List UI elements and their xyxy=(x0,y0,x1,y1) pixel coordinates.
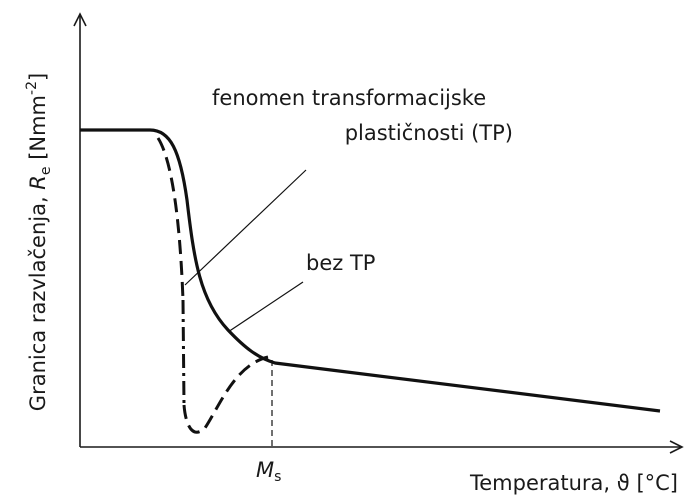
x-arrow xyxy=(669,440,684,454)
y-label-subscript: e xyxy=(38,166,54,175)
y-label-unit: [Nmm xyxy=(26,95,50,167)
y-label-symbol: R xyxy=(26,175,50,190)
y-arrow xyxy=(73,12,87,27)
ms-label: Ms xyxy=(256,458,281,485)
curve-no-tp-dip xyxy=(182,355,269,434)
x-axis-label: Temperatura, ϑ [°C] xyxy=(469,471,678,495)
y-label-close: ] xyxy=(26,73,50,81)
leader-tp xyxy=(184,169,307,286)
y-label-superscript: -2 xyxy=(24,81,40,95)
tp-label-1: fenomen transformacijske xyxy=(212,86,486,110)
tp-label-2: plastičnosti (TP) xyxy=(345,121,513,145)
y-label-text: Granica razvlačenja, xyxy=(26,190,50,412)
no-tp-label: bez TP xyxy=(306,251,375,275)
curve-no-tp-dashdot xyxy=(181,299,186,406)
leader-no-tp xyxy=(227,281,304,333)
ms-subscript: s xyxy=(274,469,281,485)
ms-symbol: M xyxy=(256,458,274,482)
curve-no-tp-dashed xyxy=(156,137,185,301)
y-axis-label: Granica razvlačenja, Re [Nmm-2] xyxy=(24,73,54,411)
curve-tp xyxy=(80,128,661,413)
axes xyxy=(73,12,684,454)
